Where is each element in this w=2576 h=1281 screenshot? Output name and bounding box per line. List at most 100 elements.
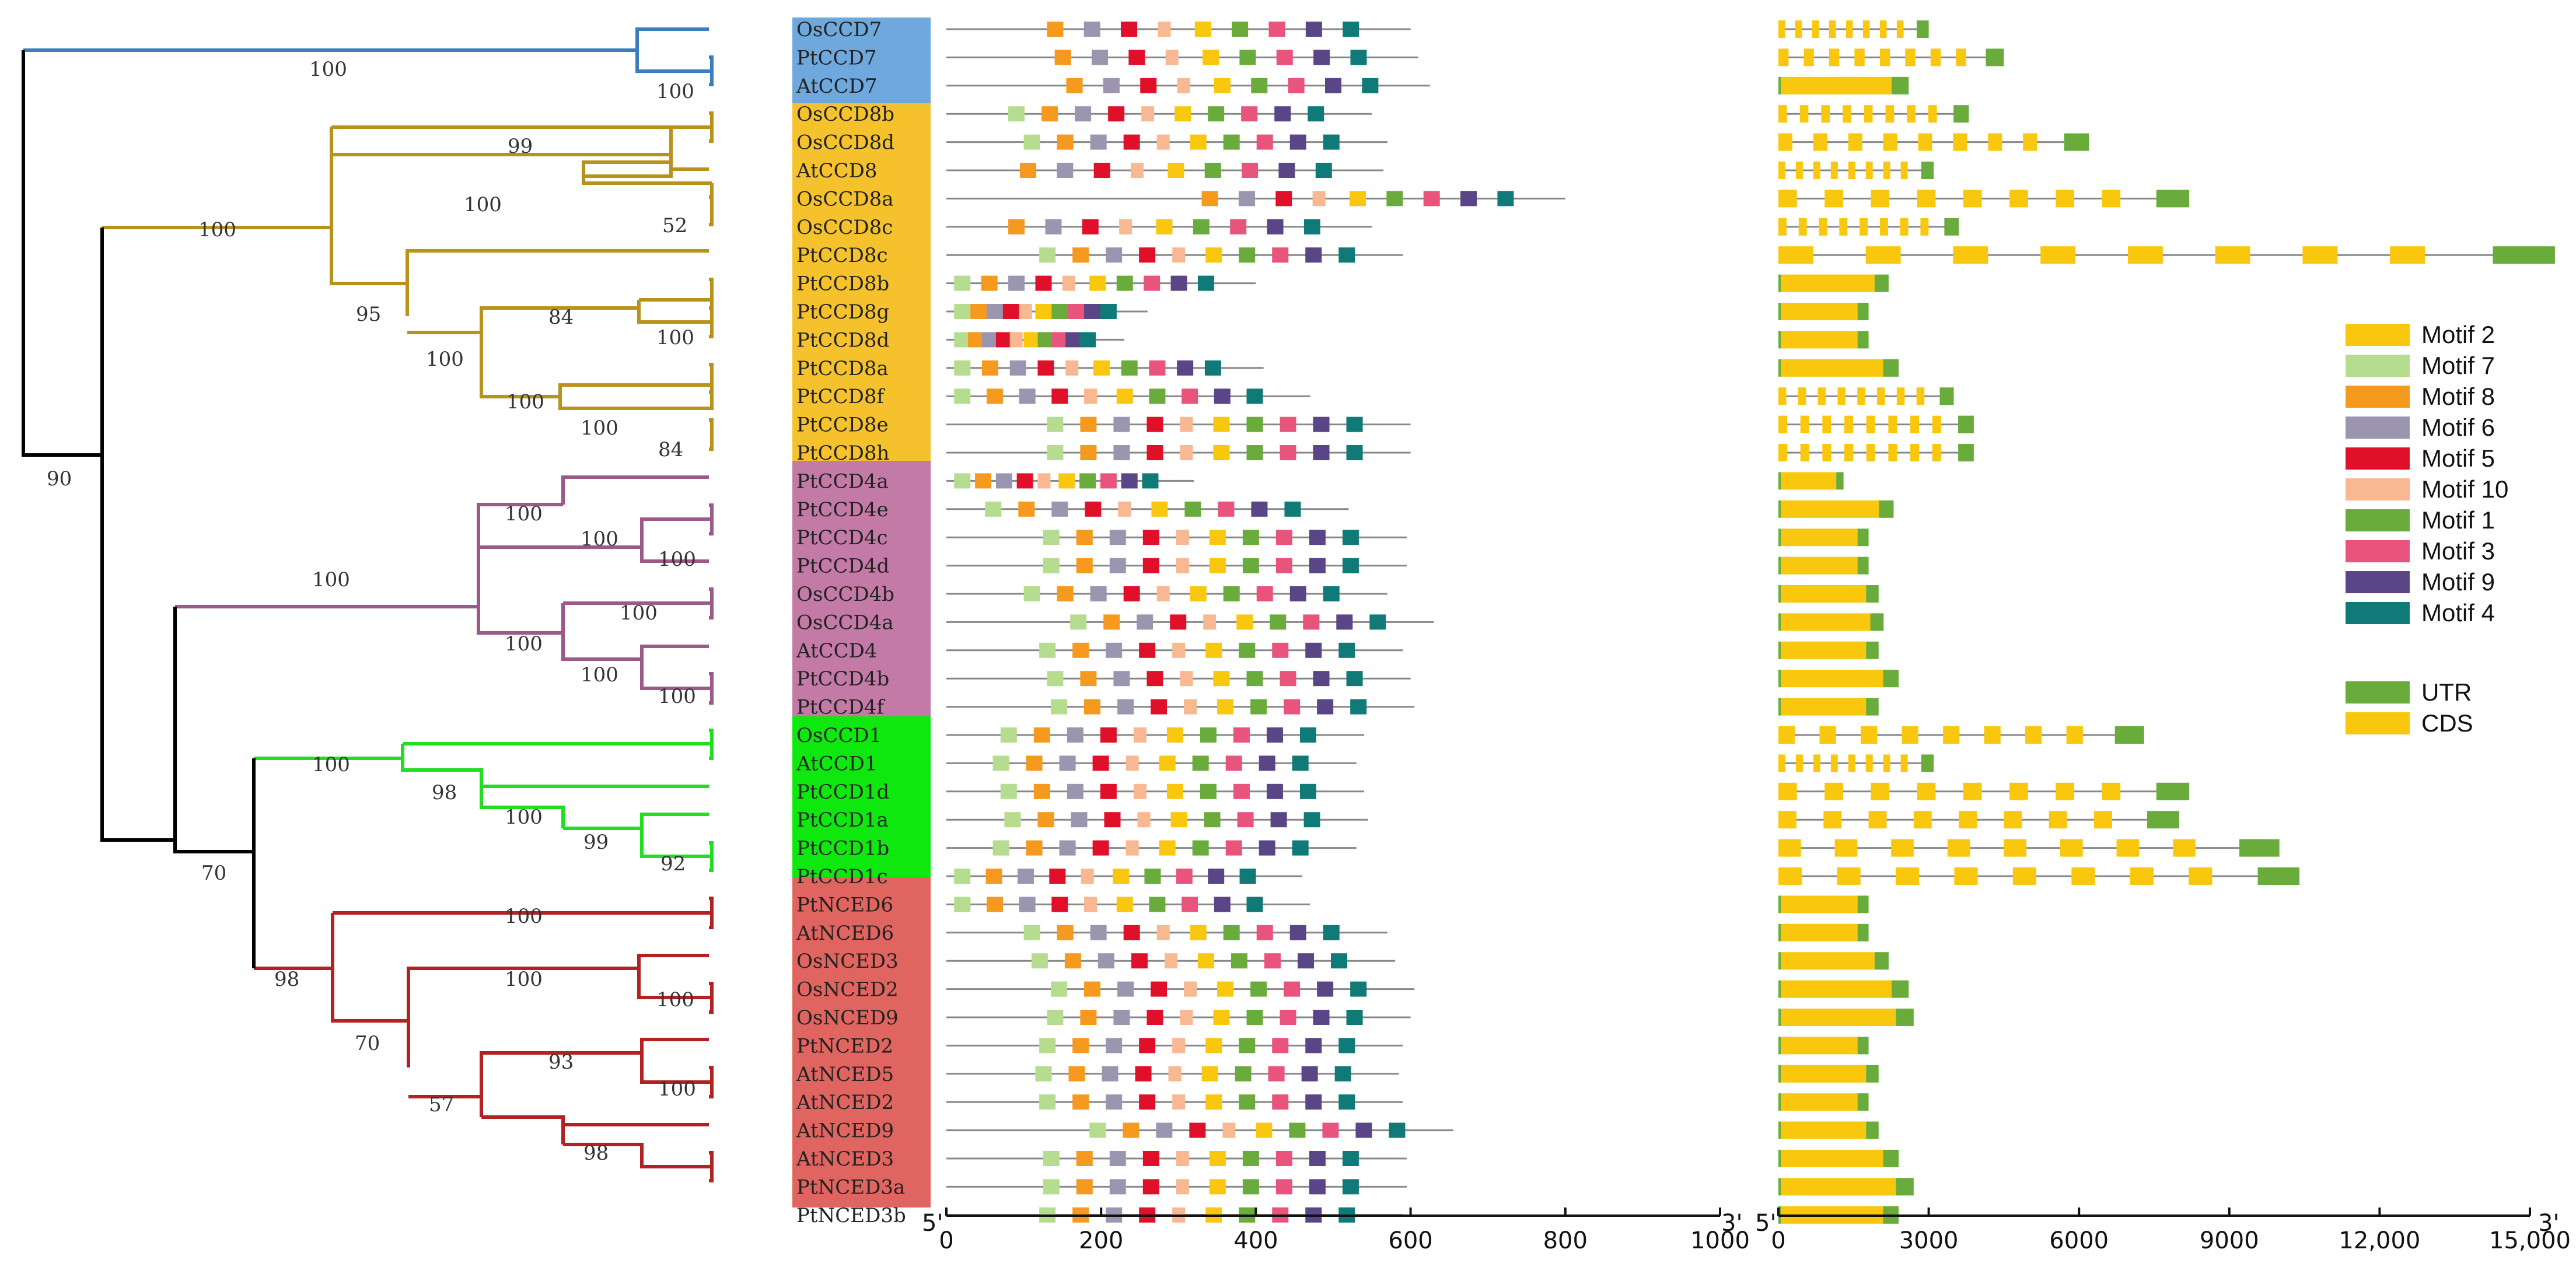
motif-4-box [1338, 1094, 1355, 1110]
motif-1-box [1200, 783, 1217, 799]
cds-exon [1900, 754, 1908, 772]
gene-label: PtCCD8e [796, 414, 889, 437]
motif-1-box [1184, 501, 1201, 517]
motif-panel [946, 22, 1565, 1223]
motif-1-box [1242, 1179, 1259, 1195]
motif-10-box [1164, 953, 1177, 969]
utr-region [1870, 613, 1884, 631]
legend-swatch [2346, 509, 2410, 531]
gene-axis-ticks: 0 3000 6000 9000 12,000 15,000 [1771, 1208, 2571, 1254]
motif-1-box [1386, 191, 1403, 206]
motif-2-box [1159, 755, 1176, 771]
gene-label: PtCCD1a [796, 808, 889, 832]
cds-exon [2066, 726, 2083, 744]
motif-4-box [1389, 1122, 1406, 1138]
cds-exon [1778, 415, 1788, 433]
motif-9-box [1214, 388, 1231, 404]
cds-exon [1928, 105, 1937, 123]
cds-exon [1781, 1009, 1896, 1026]
gene-label: PtCCD8h [796, 442, 889, 465]
cds-exon [1984, 726, 2001, 744]
cds-exon [2056, 782, 2074, 800]
cds-exon [1781, 556, 1858, 575]
motif-7-box [992, 840, 1009, 856]
cds-exon [1781, 359, 1883, 377]
motif-5-box [1049, 869, 1066, 884]
gene-label: PtCCD8b [796, 272, 889, 296]
motif-7-box [1039, 247, 1056, 263]
cds-exon [2102, 782, 2121, 800]
motif-8-box [1076, 530, 1093, 545]
gene-label: OsCCD4b [796, 583, 894, 606]
motif-10-box [1156, 586, 1170, 601]
utr-region [1778, 1093, 1781, 1111]
motif-6-box [1113, 445, 1130, 460]
motif-5-box [1139, 1038, 1156, 1054]
motif-8-box [1103, 614, 1120, 630]
motif-8-box [1076, 558, 1093, 573]
motif-2-box [1209, 530, 1226, 545]
motif-3-box [1272, 1038, 1289, 1054]
bootstrap-value: 100 [426, 348, 464, 371]
motif-2-box [1213, 1010, 1230, 1025]
cds-exon [2025, 726, 2042, 744]
cds-exon [1871, 782, 1890, 800]
cds-exon [1956, 48, 1966, 66]
motif-axis-tick-label: 600 [1388, 1227, 1432, 1254]
gene-label: PtCCD1b [796, 837, 889, 860]
gene-label: OsCCD7 [796, 18, 882, 41]
cds-exon [2102, 190, 2121, 208]
cds-exon [1865, 754, 1873, 772]
motif-9-box [1208, 869, 1225, 884]
bootstrap-value: 93 [548, 1051, 574, 1074]
motif-9-box [1289, 134, 1306, 150]
motif-4-box [1497, 191, 1514, 206]
motif-2-box [1203, 50, 1219, 65]
motif-8-box [1072, 1038, 1089, 1054]
cds-exon [1854, 48, 1865, 66]
motif-10-box [1126, 840, 1139, 856]
motif-3-box [1149, 360, 1166, 376]
motif-9-box [1317, 981, 1334, 997]
cds-exon [1848, 133, 1862, 151]
bootstrap-value: 92 [660, 852, 686, 876]
cds-exon [1885, 105, 1895, 123]
motif-8-box [1047, 22, 1064, 37]
motif-1-box [1239, 1094, 1256, 1110]
cds-exon [1905, 48, 1916, 66]
bootstrap-value: 99 [508, 135, 533, 158]
motif-8-box [968, 332, 985, 348]
motif-1-box [1223, 925, 1240, 940]
motif-4-box [1362, 78, 1379, 93]
legend-label: Motif 9 [2421, 568, 2495, 596]
clade-box-ccd1 [792, 716, 931, 877]
motif-1-box [1239, 50, 1256, 65]
motif-6-box [1097, 953, 1114, 969]
motif-2-box [1205, 247, 1222, 263]
motif-6-box [1117, 699, 1134, 715]
phylogenetic-tree [22, 27, 714, 1182]
motif-2-box [1166, 783, 1183, 799]
motif-2-box [1209, 558, 1226, 573]
cds-exon [1819, 218, 1827, 236]
motif-6-box [1106, 1038, 1123, 1054]
motif-5-box [1123, 134, 1140, 150]
utr-region [1778, 613, 1781, 631]
motif-10-box [1037, 473, 1051, 489]
cds-exon [1913, 811, 1932, 829]
utr-region [1986, 48, 2004, 66]
motif-2-box [1256, 1122, 1273, 1138]
motif-3-box [1280, 671, 1296, 687]
motif-8-box [1201, 191, 1218, 206]
motif-1-box [1242, 1151, 1259, 1166]
motif-7-box [1000, 727, 1017, 743]
motif-1-box [1242, 530, 1259, 545]
motif-10-box [1180, 445, 1193, 460]
utr-region [1778, 303, 1781, 320]
legend-swatch [2346, 447, 2410, 470]
motif-9-box [1214, 897, 1231, 912]
legend-label: Motif 3 [2421, 537, 2495, 565]
clade-ccd1-branches [254, 729, 714, 872]
utr-region [1874, 952, 1889, 970]
motif-5-box [1002, 304, 1019, 319]
